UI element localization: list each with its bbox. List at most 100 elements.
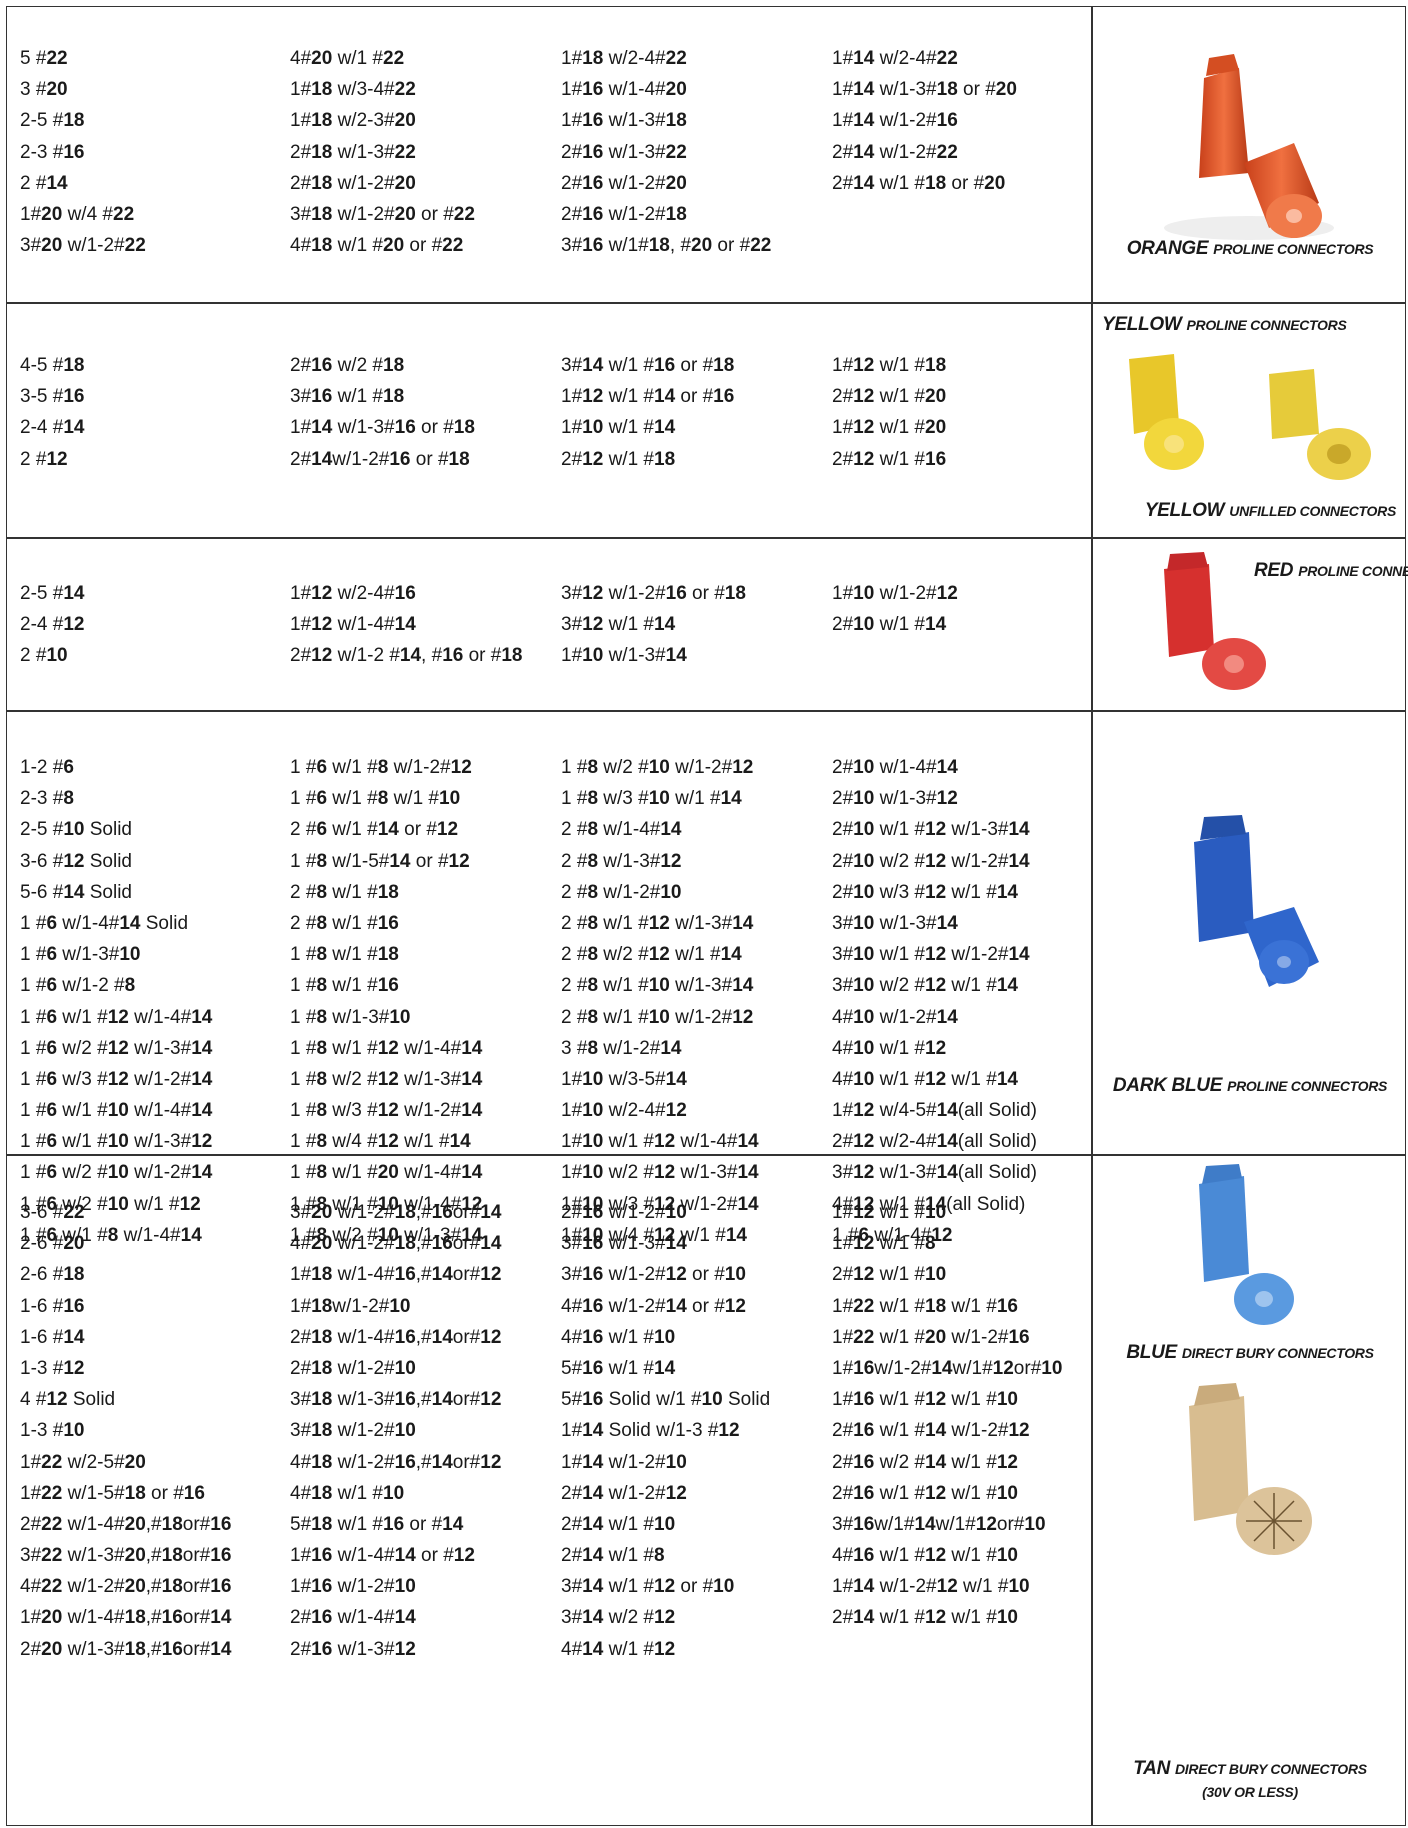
combo-line: 3#18 w/1-3#16,#14or#12 bbox=[290, 1389, 502, 1411]
combo-line: 4#14 w/1 #12 bbox=[561, 1638, 676, 1660]
combo-column: 2#16 w/2 #18 3#16 w/1 #18 1#14 w/1-3#16 or… bbox=[290, 350, 560, 475]
combo-column: 4#20 w/1 #22 1#18 w/3-4#22 1#18 w/2-3#20 2#… bbox=[290, 43, 560, 261]
combo-line: 1 #6 w/1-2 #8 bbox=[20, 975, 136, 997]
combo-line: 4#10 w/1 #12 bbox=[832, 1037, 947, 1059]
combo-line: 5#16 Solid w/1 #10 Solid bbox=[561, 1389, 771, 1411]
combo-column: 3#12 w/1-2#16 or #18 3#12 w/1 #14 1#10 w/1… bbox=[561, 578, 831, 672]
combo-line: 1#14 w/1-2#12 w/1 #10 bbox=[832, 1576, 1030, 1598]
combo-line: 3#12 w/1-3#14(all Solid) bbox=[832, 1162, 1037, 1184]
tan-connector-icon bbox=[1189, 1383, 1312, 1555]
combo-line: 3#20 w/1-2#18,#16or#14 bbox=[290, 1202, 502, 1223]
combo-line: 2-5 #14 bbox=[20, 583, 85, 604]
combo-line: 2#18 w/1-4#16,#14or#12 bbox=[290, 1326, 502, 1348]
combo-line: 1#12 w/1 #20 bbox=[832, 417, 947, 439]
combo-line: 2#18 w/1-2#10 bbox=[290, 1357, 416, 1379]
combo-line: 2#14w/1-2#16 or #18 bbox=[290, 448, 470, 470]
combo-line: 3#14 w/1 #16 or #18 bbox=[561, 355, 735, 376]
combo-line: 1 #6 w/1 #8 w/1-4#14 bbox=[20, 1224, 202, 1246]
orange-panel: ORANGE PROLINE CONNECTORS bbox=[1094, 8, 1406, 302]
combo-line: 1 #8 w/1-3#10 bbox=[290, 1006, 411, 1028]
combo-line: 1 #8 w/1 #16 bbox=[290, 975, 399, 997]
combo-line: 4#10 w/1 #12 w/1 #14 bbox=[832, 1068, 1018, 1090]
combo-line: 1 #6 w/1 #10 w/1-3#12 bbox=[20, 1131, 213, 1153]
combo-line: 5-6 #14 Solid bbox=[20, 881, 132, 903]
combo-column: 2#16 w/1-2#10 3#16 w/1-3#14 3#16 w/1-2#12 … bbox=[561, 1197, 831, 1665]
combo-line: 1#16 w/1-2#10 bbox=[290, 1576, 416, 1598]
blue-label: BLUE DIRECT BURY CONNECTORS bbox=[1126, 1342, 1374, 1363]
blue-connector-icon bbox=[1199, 1164, 1294, 1325]
combo-line: 1#22 w/1 #20 w/1-2#16 bbox=[832, 1326, 1030, 1348]
combo-line: 1 #8 w/1 #18 bbox=[290, 944, 399, 966]
combo-line: 2#12 w/2-4#14(all Solid) bbox=[832, 1131, 1037, 1153]
yellow-unfilled-label: YELLOW UNFILLED CONNECTORS bbox=[1144, 500, 1396, 521]
combo-line: 4 #12 Solid bbox=[20, 1389, 116, 1411]
section-divider bbox=[6, 710, 1406, 712]
combo-line: 1 #8 w/3 #10 w/1 #14 bbox=[561, 788, 742, 810]
combo-column: 3#20 w/1-2#18,#16or#14 4#20 w/1-2#18,#16o… bbox=[290, 1197, 560, 1665]
combo-line: 2 #8 w/1-2#10 bbox=[561, 881, 682, 903]
combo-line: 3-6 #12 Solid bbox=[20, 850, 132, 872]
combo-line: 3#10 w/2 #12 w/1 #14 bbox=[832, 975, 1018, 997]
combo-line: 2#16 w/1-2#10 bbox=[561, 1202, 687, 1223]
combo-line: 1#10 w/3-5#14 bbox=[561, 1068, 687, 1090]
combo-line: 3#18 w/1-2#20 or #22 bbox=[290, 203, 475, 225]
combo-line: 2 #12 bbox=[20, 448, 68, 470]
combo-line: 2#12 w/1 #20 bbox=[832, 386, 947, 408]
combo-line: 2 #10 bbox=[20, 645, 68, 667]
combo-line: 3#20 w/1-2#22 bbox=[20, 235, 146, 257]
combo-line: 2#10 w/1 #14 bbox=[832, 614, 947, 636]
combo-line: 2 #8 w/1-3#12 bbox=[561, 850, 682, 872]
combo-line: 2 #8 w/1 #10 w/1-3#14 bbox=[561, 975, 754, 997]
chart-border bbox=[6, 6, 1406, 1826]
combo-line: 2#12 w/1 #16 bbox=[832, 448, 947, 470]
combo-line: 2#16 w/1-2#20 bbox=[561, 172, 687, 194]
combo-line: 4#16 w/1 #12 w/1 #10 bbox=[832, 1545, 1018, 1567]
combo-line: 2#16 w/2 #18 bbox=[290, 355, 405, 376]
tan-note: (30V OR LESS) bbox=[1202, 1784, 1298, 1800]
combo-line: 3#22 w/1-3#20,#18or#16 bbox=[20, 1545, 232, 1567]
combo-line: 4#16 w/1 #10 bbox=[561, 1326, 676, 1348]
combo-line: 2#20 w/1-3#18,#16or#14 bbox=[20, 1638, 232, 1660]
combo-line: 1#14 w/2-4#22 bbox=[832, 48, 958, 69]
combo-line: 2#14 w/1 #18 or #20 bbox=[832, 172, 1006, 194]
combo-line: 1#22 w/1-5#18 or #16 bbox=[20, 1482, 205, 1504]
combo-line: 3 #8 w/1-2#14 bbox=[561, 1037, 682, 1059]
combo-line: 2#16 w/1-4#14 bbox=[290, 1607, 416, 1629]
combo-line: 2#10 w/1-3#12 bbox=[832, 788, 958, 810]
combo-line: 3#16 w/1 #18 bbox=[290, 386, 405, 408]
combo-line: 4#18 w/1-2#16,#14or#12 bbox=[290, 1451, 502, 1473]
combo-line: 2-4 #12 bbox=[20, 614, 85, 636]
combo-line: 3#12 w/1 #14 bbox=[561, 614, 676, 636]
yellow-proline-label: YELLOW PROLINE CONNECTORS bbox=[1102, 314, 1347, 335]
combo-line: 1 #6 w/2 #10 w/1 #12 bbox=[20, 1193, 201, 1215]
combo-column: 1#12 w/2-4#16 1#12 w/1-4#14 2#12 w/1-2 #14… bbox=[290, 578, 560, 672]
combo-line: 1 #6 w/3 #12 w/1-2#14 bbox=[20, 1068, 213, 1090]
combo-line: 1-3 #10 bbox=[20, 1420, 85, 1442]
red-panel: RED PROLINE CONNECTORS bbox=[1094, 539, 1408, 710]
combo-line: 3#12 w/1-2#16 or #18 bbox=[561, 583, 746, 604]
section-divider bbox=[6, 1154, 1406, 1156]
combo-line: 5 #22 bbox=[20, 48, 68, 69]
combo-line: 1 #6 w/1 #8 w/1 #10 bbox=[290, 788, 461, 810]
combo-line: 5#18 w/1 #16 or #14 bbox=[290, 1513, 464, 1535]
combo-line: 1#14 Solid w/1-3 #12 bbox=[561, 1420, 740, 1442]
combo-line: 3-5 #16 bbox=[20, 386, 85, 408]
section-divider bbox=[6, 302, 1406, 304]
combo-line: 1#12 w/1 #18 bbox=[832, 355, 947, 376]
combo-line: 1-6 #14 bbox=[20, 1326, 85, 1348]
combo-line: 1#18 w/3-4#22 bbox=[290, 79, 416, 101]
combo-line: 1-2 #6 bbox=[20, 757, 74, 778]
combo-line: 1-6 #16 bbox=[20, 1295, 85, 1317]
combo-line: 2#22 w/1-4#20,#18or#16 bbox=[20, 1513, 232, 1535]
combo-line: 1#10 w/1-3#14 bbox=[561, 645, 687, 667]
combo-line: 3-6 #22 bbox=[20, 1202, 85, 1223]
combo-line: 3#10 w/1-3#14 bbox=[832, 912, 958, 934]
combo-line: 1#18 w/2-3#20 bbox=[290, 110, 416, 132]
combo-line: 4#20 w/1 #22 bbox=[290, 48, 405, 69]
combo-line: 3 #20 bbox=[20, 79, 68, 101]
combo-line: 1#12 w/2-4#16 bbox=[290, 583, 416, 604]
combo-column: 1 #8 w/2 #10 w/1-2#12 1 #8 w/3 #10 w/1 #1… bbox=[561, 752, 831, 1251]
combo-line: 4-5 #18 bbox=[20, 355, 85, 376]
red-label: RED PROLINE CONNECTORS bbox=[1254, 560, 1408, 581]
combo-line: 1 #8 w/1 #12 w/1-4#14 bbox=[290, 1037, 483, 1059]
